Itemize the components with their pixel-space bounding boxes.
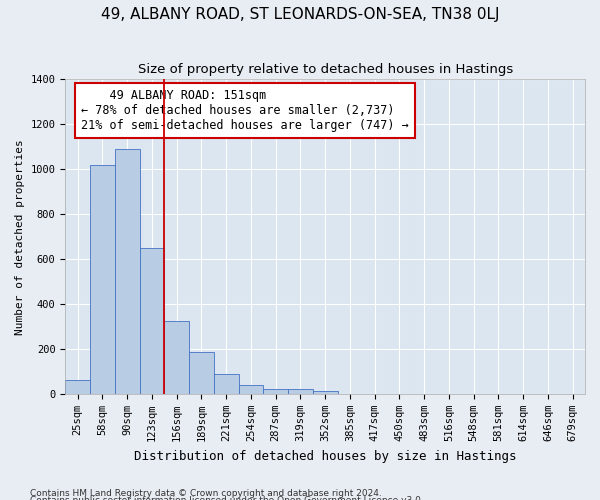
- Text: Contains public sector information licensed under the Open Government Licence v3: Contains public sector information licen…: [30, 496, 424, 500]
- Text: Contains HM Land Registry data © Crown copyright and database right 2024.: Contains HM Land Registry data © Crown c…: [30, 488, 382, 498]
- Bar: [239, 385, 263, 394]
- Bar: [214, 374, 239, 394]
- Bar: [140, 248, 164, 394]
- Text: 49 ALBANY ROAD: 151sqm
← 78% of detached houses are smaller (2,737)
21% of semi-: 49 ALBANY ROAD: 151sqm ← 78% of detached…: [81, 89, 409, 132]
- Y-axis label: Number of detached properties: Number of detached properties: [15, 139, 25, 334]
- Text: 49, ALBANY ROAD, ST LEONARDS-ON-SEA, TN38 0LJ: 49, ALBANY ROAD, ST LEONARDS-ON-SEA, TN3…: [101, 8, 499, 22]
- Bar: [189, 352, 214, 394]
- Bar: [90, 165, 115, 394]
- X-axis label: Distribution of detached houses by size in Hastings: Distribution of detached houses by size …: [134, 450, 517, 462]
- Title: Size of property relative to detached houses in Hastings: Size of property relative to detached ho…: [137, 62, 513, 76]
- Bar: [115, 149, 140, 394]
- Bar: [263, 389, 288, 394]
- Bar: [313, 390, 338, 394]
- Bar: [164, 321, 189, 394]
- Bar: [65, 380, 90, 394]
- Bar: [288, 390, 313, 394]
